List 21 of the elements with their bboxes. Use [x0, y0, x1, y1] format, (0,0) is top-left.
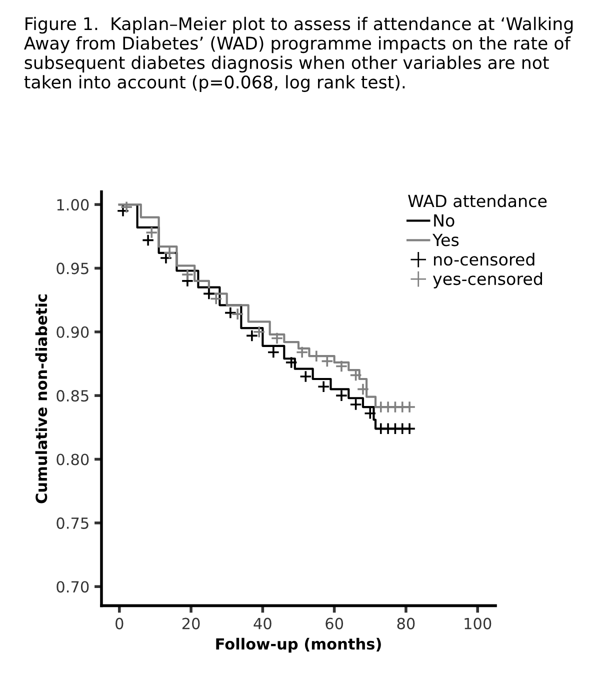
legend-label: yes-censored	[433, 272, 542, 288]
y-axis-title: Cumulative non-diabetic	[35, 294, 48, 504]
y-tick-label: 0.90	[56, 326, 89, 338]
y-tick-label: 0.80	[56, 454, 89, 466]
chart-title: Figure 1. Kaplan–Meier plot to assess if attendance at ‘Walking Away from Diabetes’ (WAD) programme impacts on the rate of subsequent diabetes diagnosis when other variables are not taken into account (p=0.068, log rank test).	[24, 16, 573, 92]
x-tick-label: 100	[464, 618, 492, 630]
legend-label: No	[434, 214, 454, 227]
x-tick-label: 20	[182, 618, 200, 630]
legend-label: no-censored	[434, 252, 534, 266]
legend-title: WAD attendance	[408, 194, 547, 208]
x-axis-title: Follow-up (months)	[216, 638, 381, 653]
y-tick-label: 0.95	[56, 262, 88, 274]
x-tick-label: 80	[397, 618, 415, 630]
x-tick-label: 60	[326, 618, 344, 630]
x-tick-label: 40	[254, 618, 272, 630]
y-tick-label: 0.75	[56, 517, 88, 529]
y-tick-label: 0.70	[56, 581, 89, 593]
y-tick-label: 0.85	[56, 390, 88, 402]
legend-label: Yes	[432, 234, 459, 246]
y-tick-label: 1.00	[57, 199, 89, 211]
x-tick-label: 0	[116, 618, 124, 630]
